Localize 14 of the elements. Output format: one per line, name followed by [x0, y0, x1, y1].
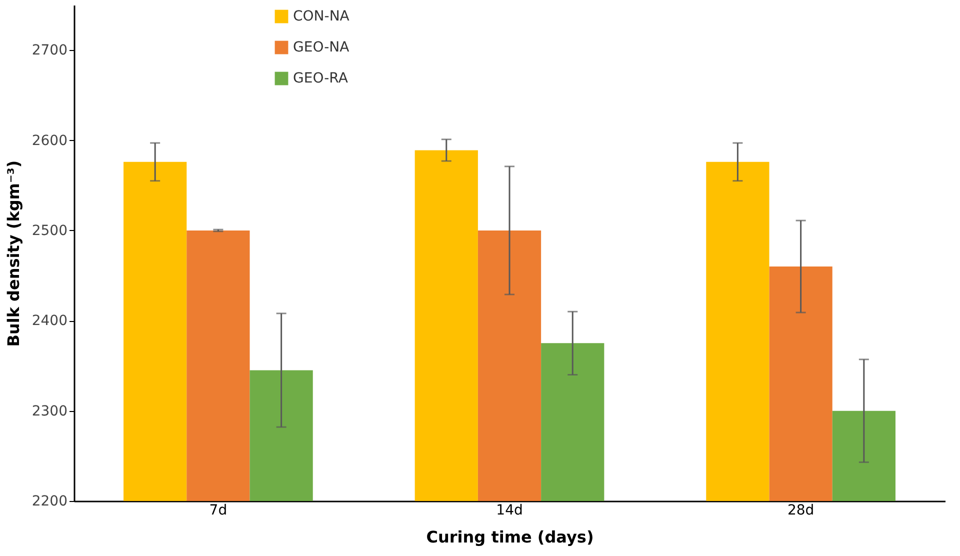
y-tick-label: 2500 [32, 222, 68, 239]
x-tick-label: 7d [209, 502, 228, 518]
x-tick-label: 14d [496, 502, 523, 518]
legend-label: GEO-RA [293, 70, 348, 86]
legend-label: GEO-NA [293, 40, 350, 56]
y-tick-label: 2300 [32, 403, 68, 420]
y-tick-label: 2600 [32, 132, 68, 149]
y-tick-label: 2200 [32, 494, 68, 510]
y-axis-title: Bulk density (kgm⁻³) [4, 160, 23, 347]
legend-label: CON-NA [293, 8, 350, 24]
y-tick-label: 2400 [32, 313, 68, 330]
y-tick-label: 2700 [32, 42, 68, 59]
x-axis-title: Curing time (days) [426, 528, 594, 546]
x-tick-label: 28d [787, 502, 814, 518]
